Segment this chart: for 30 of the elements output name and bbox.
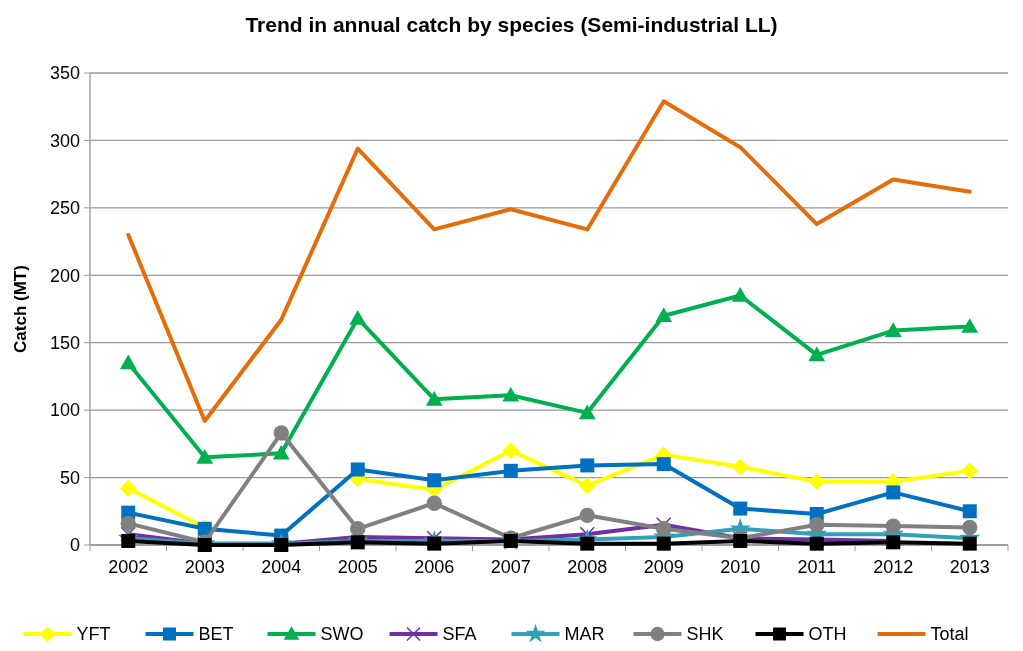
legend-label: BET: [198, 624, 234, 645]
x-tick-label: 2004: [261, 557, 302, 577]
x-tick-label: 2003: [184, 557, 225, 577]
y-tick-label: 150: [49, 333, 80, 354]
y-tick-label: 350: [49, 63, 80, 84]
y-tick-label: 250: [49, 198, 80, 219]
legend-label: SFA: [442, 624, 477, 645]
x-tick-label: 2002: [108, 557, 149, 577]
x-tick-label: 2007: [490, 557, 531, 577]
x-tick-label: 2008: [567, 557, 608, 577]
x-tick-label: 2011: [797, 557, 837, 577]
legend-label: YFT: [76, 624, 111, 645]
legend-label: SHK: [686, 624, 724, 645]
y-axis-title: Catch (MT): [11, 265, 30, 353]
x-tick-label: 2012: [873, 557, 914, 577]
y-tick-label: 300: [49, 130, 80, 151]
x-tick-label: 2013: [949, 557, 990, 577]
legend-label: Total: [930, 624, 969, 645]
y-tick-label: 50: [59, 467, 80, 488]
x-tick-label: 2005: [337, 557, 378, 577]
y-tick-label: 100: [49, 400, 80, 421]
x-tick-label: 2006: [414, 557, 455, 577]
y-tick-label: 200: [49, 265, 80, 286]
legend-label: SWO: [320, 624, 364, 645]
x-tick-label: 2009: [643, 557, 684, 577]
x-tick-label: 2010: [720, 557, 761, 577]
legend-label: MAR: [564, 624, 605, 645]
y-tick-label: 0: [69, 535, 80, 556]
legend-label: OTH: [808, 624, 847, 645]
chart-title: Trend in annual catch by species (Semi-industrial LL): [245, 13, 778, 36]
